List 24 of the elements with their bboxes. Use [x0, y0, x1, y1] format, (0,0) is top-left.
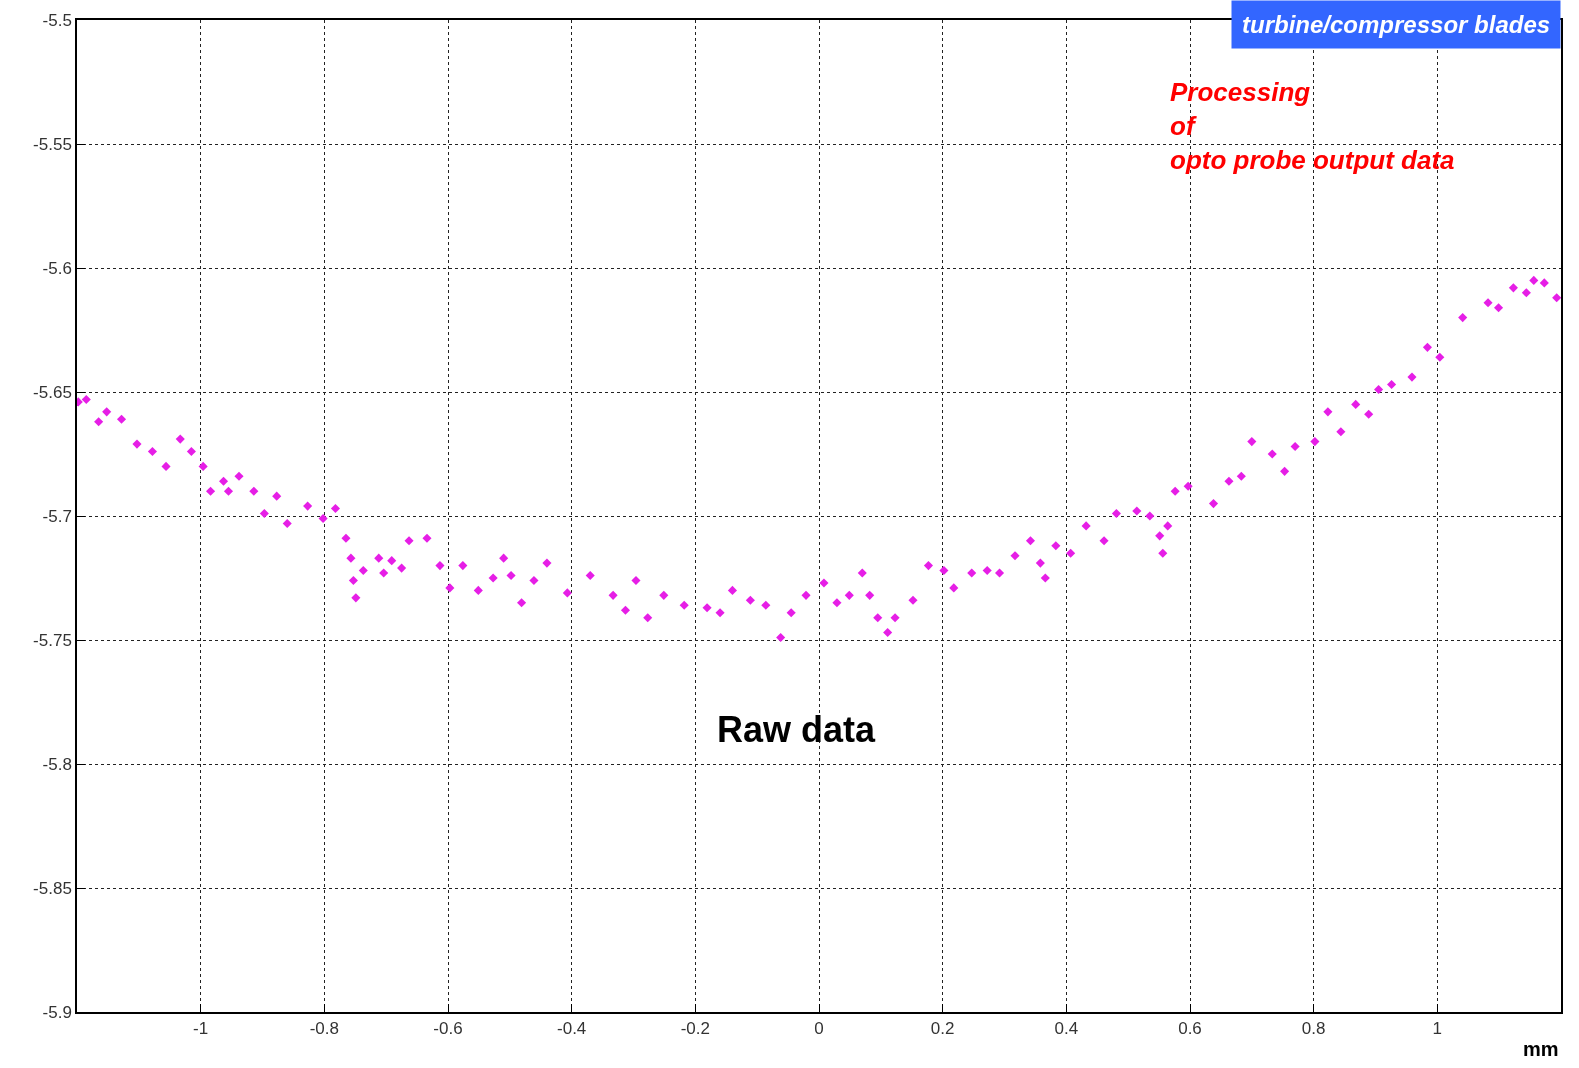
y-tick-label: -5.85 [33, 878, 72, 898]
x-tick-label: 0.2 [930, 1019, 955, 1039]
x-tick-label: 0.6 [1178, 1019, 1202, 1039]
annotation: Raw data [717, 709, 877, 750]
x-tick-label: -1 [193, 1019, 209, 1039]
x-tick-label: 0.8 [1301, 1019, 1326, 1039]
y-tick-label: -5.6 [42, 258, 72, 278]
annotation: Processing of opto probe output data [1170, 77, 1455, 175]
y-tick-label: -5.55 [33, 134, 72, 154]
x-tick-label: -0.8 [309, 1019, 339, 1039]
y-tick-label: -5.65 [33, 382, 72, 402]
x-tick-label: 1 [1432, 1019, 1443, 1039]
x-tick-label: -0.6 [433, 1019, 463, 1039]
y-tick-label: -5.8 [42, 754, 72, 774]
annotation: turbine/compressor blades [1242, 11, 1551, 38]
y-tick-label: -5.9 [42, 1002, 72, 1022]
y-tick-label: -5.75 [33, 630, 72, 650]
y-tick-label: -5.5 [42, 10, 72, 30]
y-tick-label: -5.7 [42, 506, 72, 526]
x-axis-title: mm [1523, 1038, 1559, 1060]
x-tick-label: 0 [814, 1019, 824, 1039]
x-tick-label: -0.4 [557, 1019, 587, 1039]
x-tick-label: -0.2 [680, 1019, 710, 1039]
x-tick-label: 0.4 [1054, 1019, 1079, 1039]
